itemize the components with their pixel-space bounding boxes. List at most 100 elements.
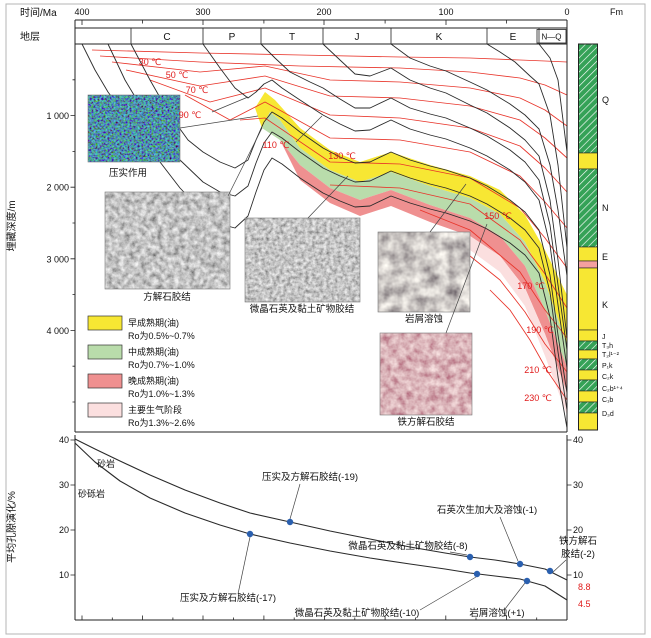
photo-quartz-clay-cement	[244, 217, 361, 303]
time-major-ticks	[81, 20, 568, 25]
fm-seg-c1b	[578, 390, 598, 403]
caption-lithic: 岩屑溶蚀	[405, 313, 444, 325]
bottom-panel-labels: 平均孔隙演化/% 40 30 20 10 40 30 20 10 8.8 4.5…	[5, 435, 597, 619]
legend-mid-title: 中成熟期(油)	[128, 346, 179, 357]
isotherm-230	[489, 289, 568, 401]
time-axis-label: 时间/Ma	[20, 6, 57, 19]
fm-unit-d3d: D₃d	[602, 411, 614, 418]
photo-compaction-frame	[87, 94, 181, 163]
early-mature-band	[255, 92, 567, 345]
ann-dissolution-cg: 岩屑溶蚀(+1)	[469, 607, 524, 619]
leader-a1	[289, 483, 301, 520]
iso-label-110: 110 ℃	[263, 140, 290, 150]
isotherm-210	[469, 255, 568, 373]
fm-seg-d3d	[578, 412, 598, 431]
fm-unit-p1k: P₁k	[602, 363, 613, 370]
fm-header: Fm	[610, 7, 623, 17]
photo-quartz-clay-image	[245, 218, 360, 302]
event-dot-overgrowth-ss	[516, 560, 524, 568]
fm-seg-1	[578, 152, 598, 170]
isotherm-110	[149, 79, 568, 193]
period-c: C	[163, 32, 170, 43]
fm-seg-k	[578, 267, 598, 331]
isotherm-150	[239, 117, 568, 269]
burial-curve-c-mid	[107, 43, 568, 411]
fm-unit-j: J	[602, 334, 606, 341]
depth-major-ticks	[70, 115, 75, 331]
ann-quartz-clay-cg: 微晶石英及黏土矿物胶结(-10)	[295, 607, 420, 619]
event-dot-compaction-cg	[246, 530, 254, 538]
ann-fe-calcite-line1: 铁方解石	[559, 535, 597, 547]
period-k: K	[436, 32, 443, 43]
gas-stage-band	[470, 236, 567, 415]
mid-mature-band	[262, 112, 567, 367]
fm-seg-t3h	[578, 340, 598, 351]
leader-a4	[419, 576, 477, 611]
fm-seg-p1k	[578, 358, 598, 371]
porosity-axis-label: 平均孔隙演化/%	[5, 491, 18, 563]
top-panel-labels: 时间/Ma 400 300 200 100 0 地层 C P T J K E N…	[5, 6, 623, 428]
maturity-legend: 早成熟期(油) Ro为0.5%~0.7% 中成熟期(油) Ro为0.7%~1.0…	[87, 315, 195, 428]
fm-seg-e1	[578, 246, 598, 262]
leader-a7	[551, 559, 567, 574]
bottom-time-minor-ticks	[111, 617, 538, 620]
legend-mid-ro: Ro为0.7%~1.0%	[128, 359, 195, 370]
leader-fe-calcite	[445, 223, 488, 334]
event-dot-fe-calcite-ss	[546, 567, 554, 575]
isotherm-170	[329, 184, 568, 309]
fm-unit-t3h: T₃h	[602, 343, 613, 350]
fm-column	[578, 43, 598, 431]
iso-label-230: 230 ℃	[524, 393, 552, 403]
photo-lithic-frame	[377, 231, 471, 313]
fm-unit-k: K	[602, 300, 608, 310]
porosity-tick-20: 20	[59, 525, 69, 535]
time-tick-200: 200	[316, 7, 331, 17]
fm-column-frame	[578, 43, 598, 431]
leader-a5	[499, 516, 519, 562]
porosity-tick-30: 30	[59, 480, 69, 490]
depth-axis-label: 埋藏深度/m	[5, 200, 18, 251]
photo-calcite-cement	[104, 191, 231, 290]
fm-unit-n: N	[602, 203, 609, 213]
fm-unit-e: E	[602, 252, 608, 262]
legend-swatch-gas	[87, 402, 123, 418]
bottom-panel-axes	[70, 435, 572, 621]
fm-unit-c2k: C₂k	[602, 374, 614, 381]
fm-seg-e2	[578, 260, 598, 269]
curve-label-conglomerate: 砂砾岩	[78, 488, 105, 499]
fm-seg-j	[578, 329, 598, 342]
porosity-left-ticks	[70, 439, 75, 576]
leader-a2	[237, 536, 251, 595]
legend-early-ro: Ro为0.5%~0.7%	[128, 330, 195, 341]
event-dot-quartz-clay-cg	[473, 570, 481, 578]
porosity-tick-10: 10	[59, 570, 69, 580]
period-e: E	[510, 32, 517, 43]
burial-curve-k-top	[390, 43, 568, 277]
leader-lithic	[429, 183, 467, 233]
photo-fe-calcite-cement	[379, 332, 473, 416]
legend-early-title: 早成熟期(油)	[128, 317, 179, 328]
leader-a3	[449, 551, 468, 556]
period-j: J	[355, 32, 360, 43]
iso-label-130: 130 ℃	[328, 151, 356, 161]
photo-quartz-clay-frame	[244, 217, 361, 303]
bottom-time-major-ticks	[81, 615, 568, 620]
leader-quartz-clay	[307, 175, 349, 219]
iso-label-90: 90 ℃	[179, 110, 202, 120]
burial-curve-t-top	[260, 43, 568, 351]
iso-label-210: 210 ℃	[524, 365, 552, 375]
iso-label-190: 190 ℃	[526, 325, 554, 335]
ann-fe-calcite-line2: 胶结(-2)	[561, 548, 595, 560]
ann-quartz-clay-ss: 微晶石英及黏土矿物胶结(-8)	[348, 540, 467, 552]
porosity-curve-sandstone	[74, 438, 568, 581]
porosity-right-tick-40: 40	[573, 435, 583, 445]
period-p: P	[229, 32, 236, 43]
fm-seg-c2b	[578, 379, 598, 392]
time-tick-400: 400	[74, 7, 89, 17]
figure-border	[5, 3, 646, 635]
top-panel-frame	[74, 19, 568, 433]
burial-curve-p-top	[202, 43, 568, 369]
burial-curve-n-top	[538, 43, 568, 153]
